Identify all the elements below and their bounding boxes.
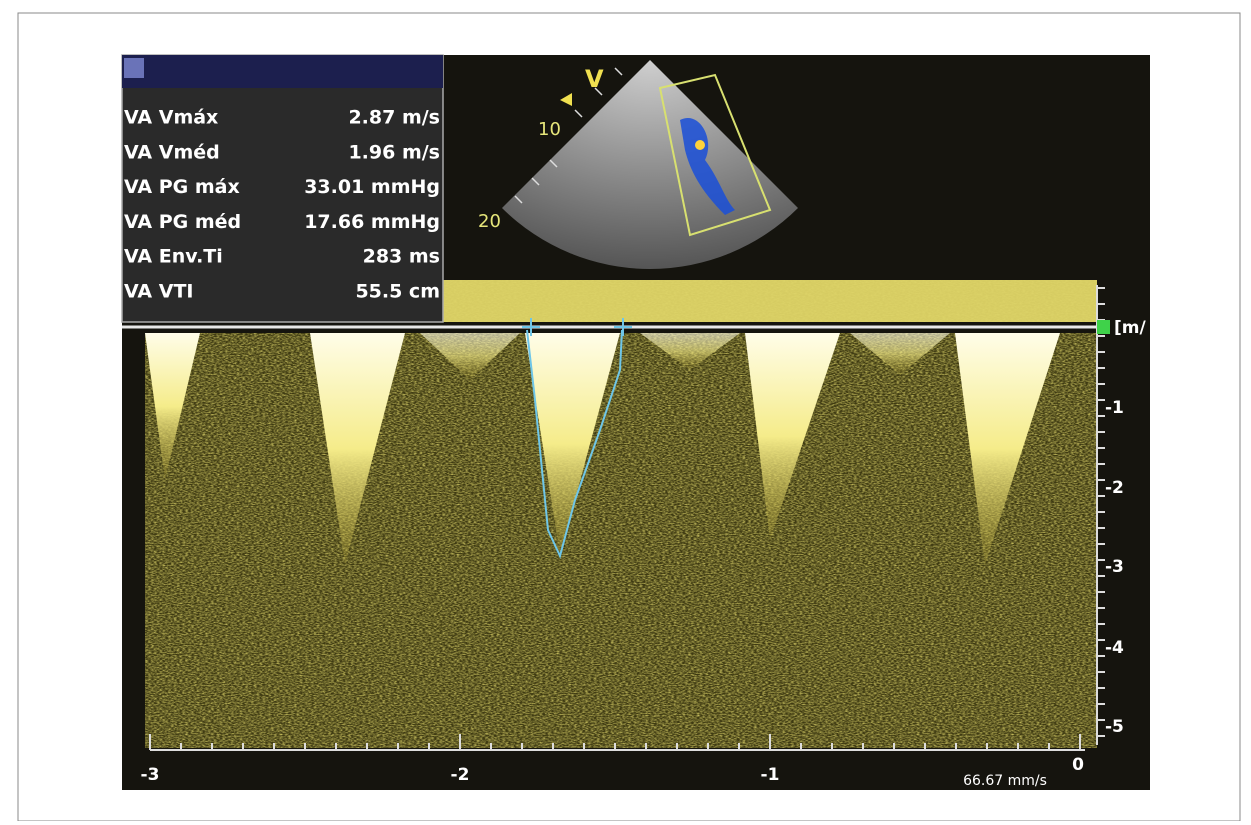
orientation-label: V [585, 65, 604, 93]
x-label: -2 [451, 765, 470, 785]
measurement-value: 33.01 mmHg [304, 176, 440, 198]
measurement-value: 55.5 cm [355, 281, 440, 303]
measurement-label: VA Vmáx [124, 107, 218, 129]
unit-label: [m/ [1114, 318, 1146, 338]
depth-label: 20 [478, 211, 501, 232]
y-label: -3 [1105, 557, 1124, 577]
scale-marker [1097, 320, 1110, 334]
measurement-value: 2.87 m/s [348, 107, 440, 129]
measurement-value: 1.96 m/s [348, 141, 440, 163]
measurement-label: VA VTI [124, 281, 193, 303]
y-label: -2 [1105, 478, 1124, 498]
panel-icon [124, 58, 144, 78]
sweep-speed: 66.67 mm/s [963, 773, 1047, 789]
panel-header [122, 55, 443, 88]
top-strip-noise [443, 280, 1097, 322]
measurement-label: VA PG méd [124, 211, 241, 233]
spectrum-noise [145, 333, 1097, 748]
measurement-value: 17.66 mmHg [304, 211, 440, 233]
x-label: -1 [761, 765, 780, 785]
y-label: -5 [1105, 717, 1124, 737]
depth-label: 10 [538, 119, 561, 140]
x-label: 0 [1072, 755, 1084, 775]
measurement-label: VA PG máx [124, 176, 240, 198]
measurement-label: VA Env.Ti [124, 246, 223, 268]
measurement-value: 283 ms [363, 246, 440, 268]
color-flow-spot [695, 140, 705, 150]
x-label: -3 [141, 765, 160, 785]
measurement-label: VA Vméd [124, 141, 220, 163]
y-label: -1 [1105, 398, 1124, 418]
y-label: -4 [1105, 638, 1124, 658]
page: [m/ -1 -2 -3 -4 -5 -3 -2 -1 0 66.67 mm/s… [0, 0, 1251, 821]
